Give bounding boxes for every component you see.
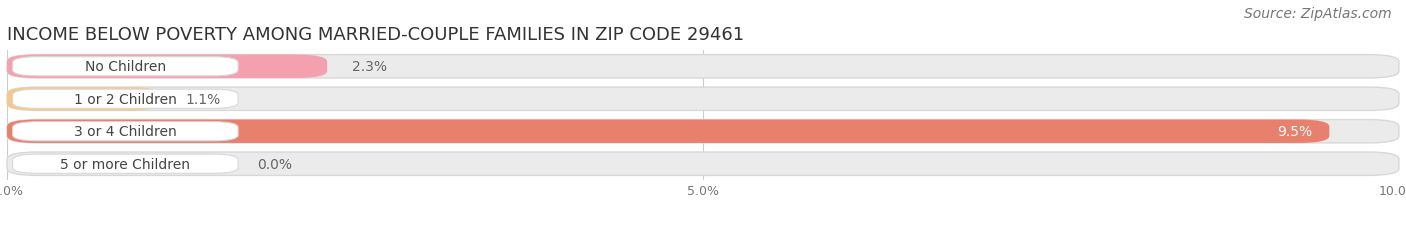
FancyBboxPatch shape xyxy=(13,58,238,76)
FancyBboxPatch shape xyxy=(7,88,1399,111)
Text: 9.5%: 9.5% xyxy=(1278,125,1313,139)
FancyBboxPatch shape xyxy=(7,55,328,79)
Text: 5 or more Children: 5 or more Children xyxy=(60,157,190,171)
FancyBboxPatch shape xyxy=(13,155,238,173)
FancyBboxPatch shape xyxy=(7,120,1330,143)
Text: 1.1%: 1.1% xyxy=(186,92,221,106)
Text: 0.0%: 0.0% xyxy=(257,157,292,171)
FancyBboxPatch shape xyxy=(7,120,1399,143)
Text: INCOME BELOW POVERTY AMONG MARRIED-COUPLE FAMILIES IN ZIP CODE 29461: INCOME BELOW POVERTY AMONG MARRIED-COUPL… xyxy=(7,26,744,44)
Text: 3 or 4 Children: 3 or 4 Children xyxy=(75,125,177,139)
Text: 1 or 2 Children: 1 or 2 Children xyxy=(75,92,177,106)
FancyBboxPatch shape xyxy=(7,152,1399,176)
FancyBboxPatch shape xyxy=(13,90,238,109)
FancyBboxPatch shape xyxy=(7,55,1399,79)
Text: 2.3%: 2.3% xyxy=(353,60,387,74)
FancyBboxPatch shape xyxy=(7,88,160,111)
Text: Source: ZipAtlas.com: Source: ZipAtlas.com xyxy=(1244,7,1392,21)
FancyBboxPatch shape xyxy=(13,122,238,141)
Text: No Children: No Children xyxy=(84,60,166,74)
